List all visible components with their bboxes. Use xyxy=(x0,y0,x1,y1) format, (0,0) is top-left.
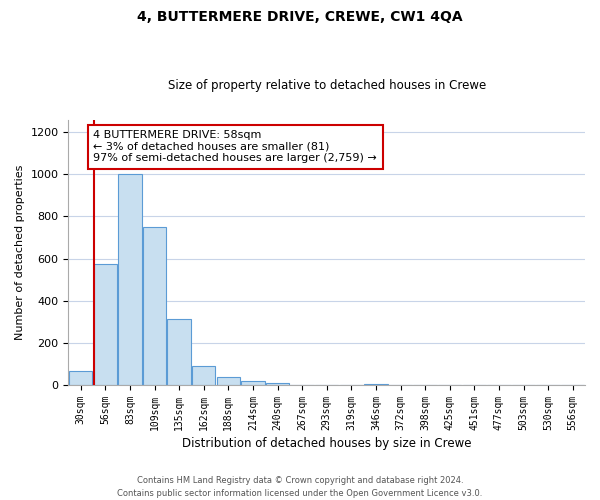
Bar xyxy=(217,376,240,385)
Bar xyxy=(69,372,92,385)
Bar xyxy=(167,318,191,385)
Bar xyxy=(192,366,215,385)
Bar xyxy=(364,384,388,385)
Bar xyxy=(118,174,142,385)
Y-axis label: Number of detached properties: Number of detached properties xyxy=(15,164,25,340)
Title: Size of property relative to detached houses in Crewe: Size of property relative to detached ho… xyxy=(167,79,486,92)
Bar xyxy=(143,227,166,385)
Text: 4 BUTTERMERE DRIVE: 58sqm
← 3% of detached houses are smaller (81)
97% of semi-d: 4 BUTTERMERE DRIVE: 58sqm ← 3% of detach… xyxy=(94,130,377,164)
Bar xyxy=(94,264,117,385)
Text: Contains HM Land Registry data © Crown copyright and database right 2024.
Contai: Contains HM Land Registry data © Crown c… xyxy=(118,476,482,498)
X-axis label: Distribution of detached houses by size in Crewe: Distribution of detached houses by size … xyxy=(182,437,472,450)
Bar xyxy=(266,383,289,385)
Text: 4, BUTTERMERE DRIVE, CREWE, CW1 4QA: 4, BUTTERMERE DRIVE, CREWE, CW1 4QA xyxy=(137,10,463,24)
Bar xyxy=(241,382,265,385)
